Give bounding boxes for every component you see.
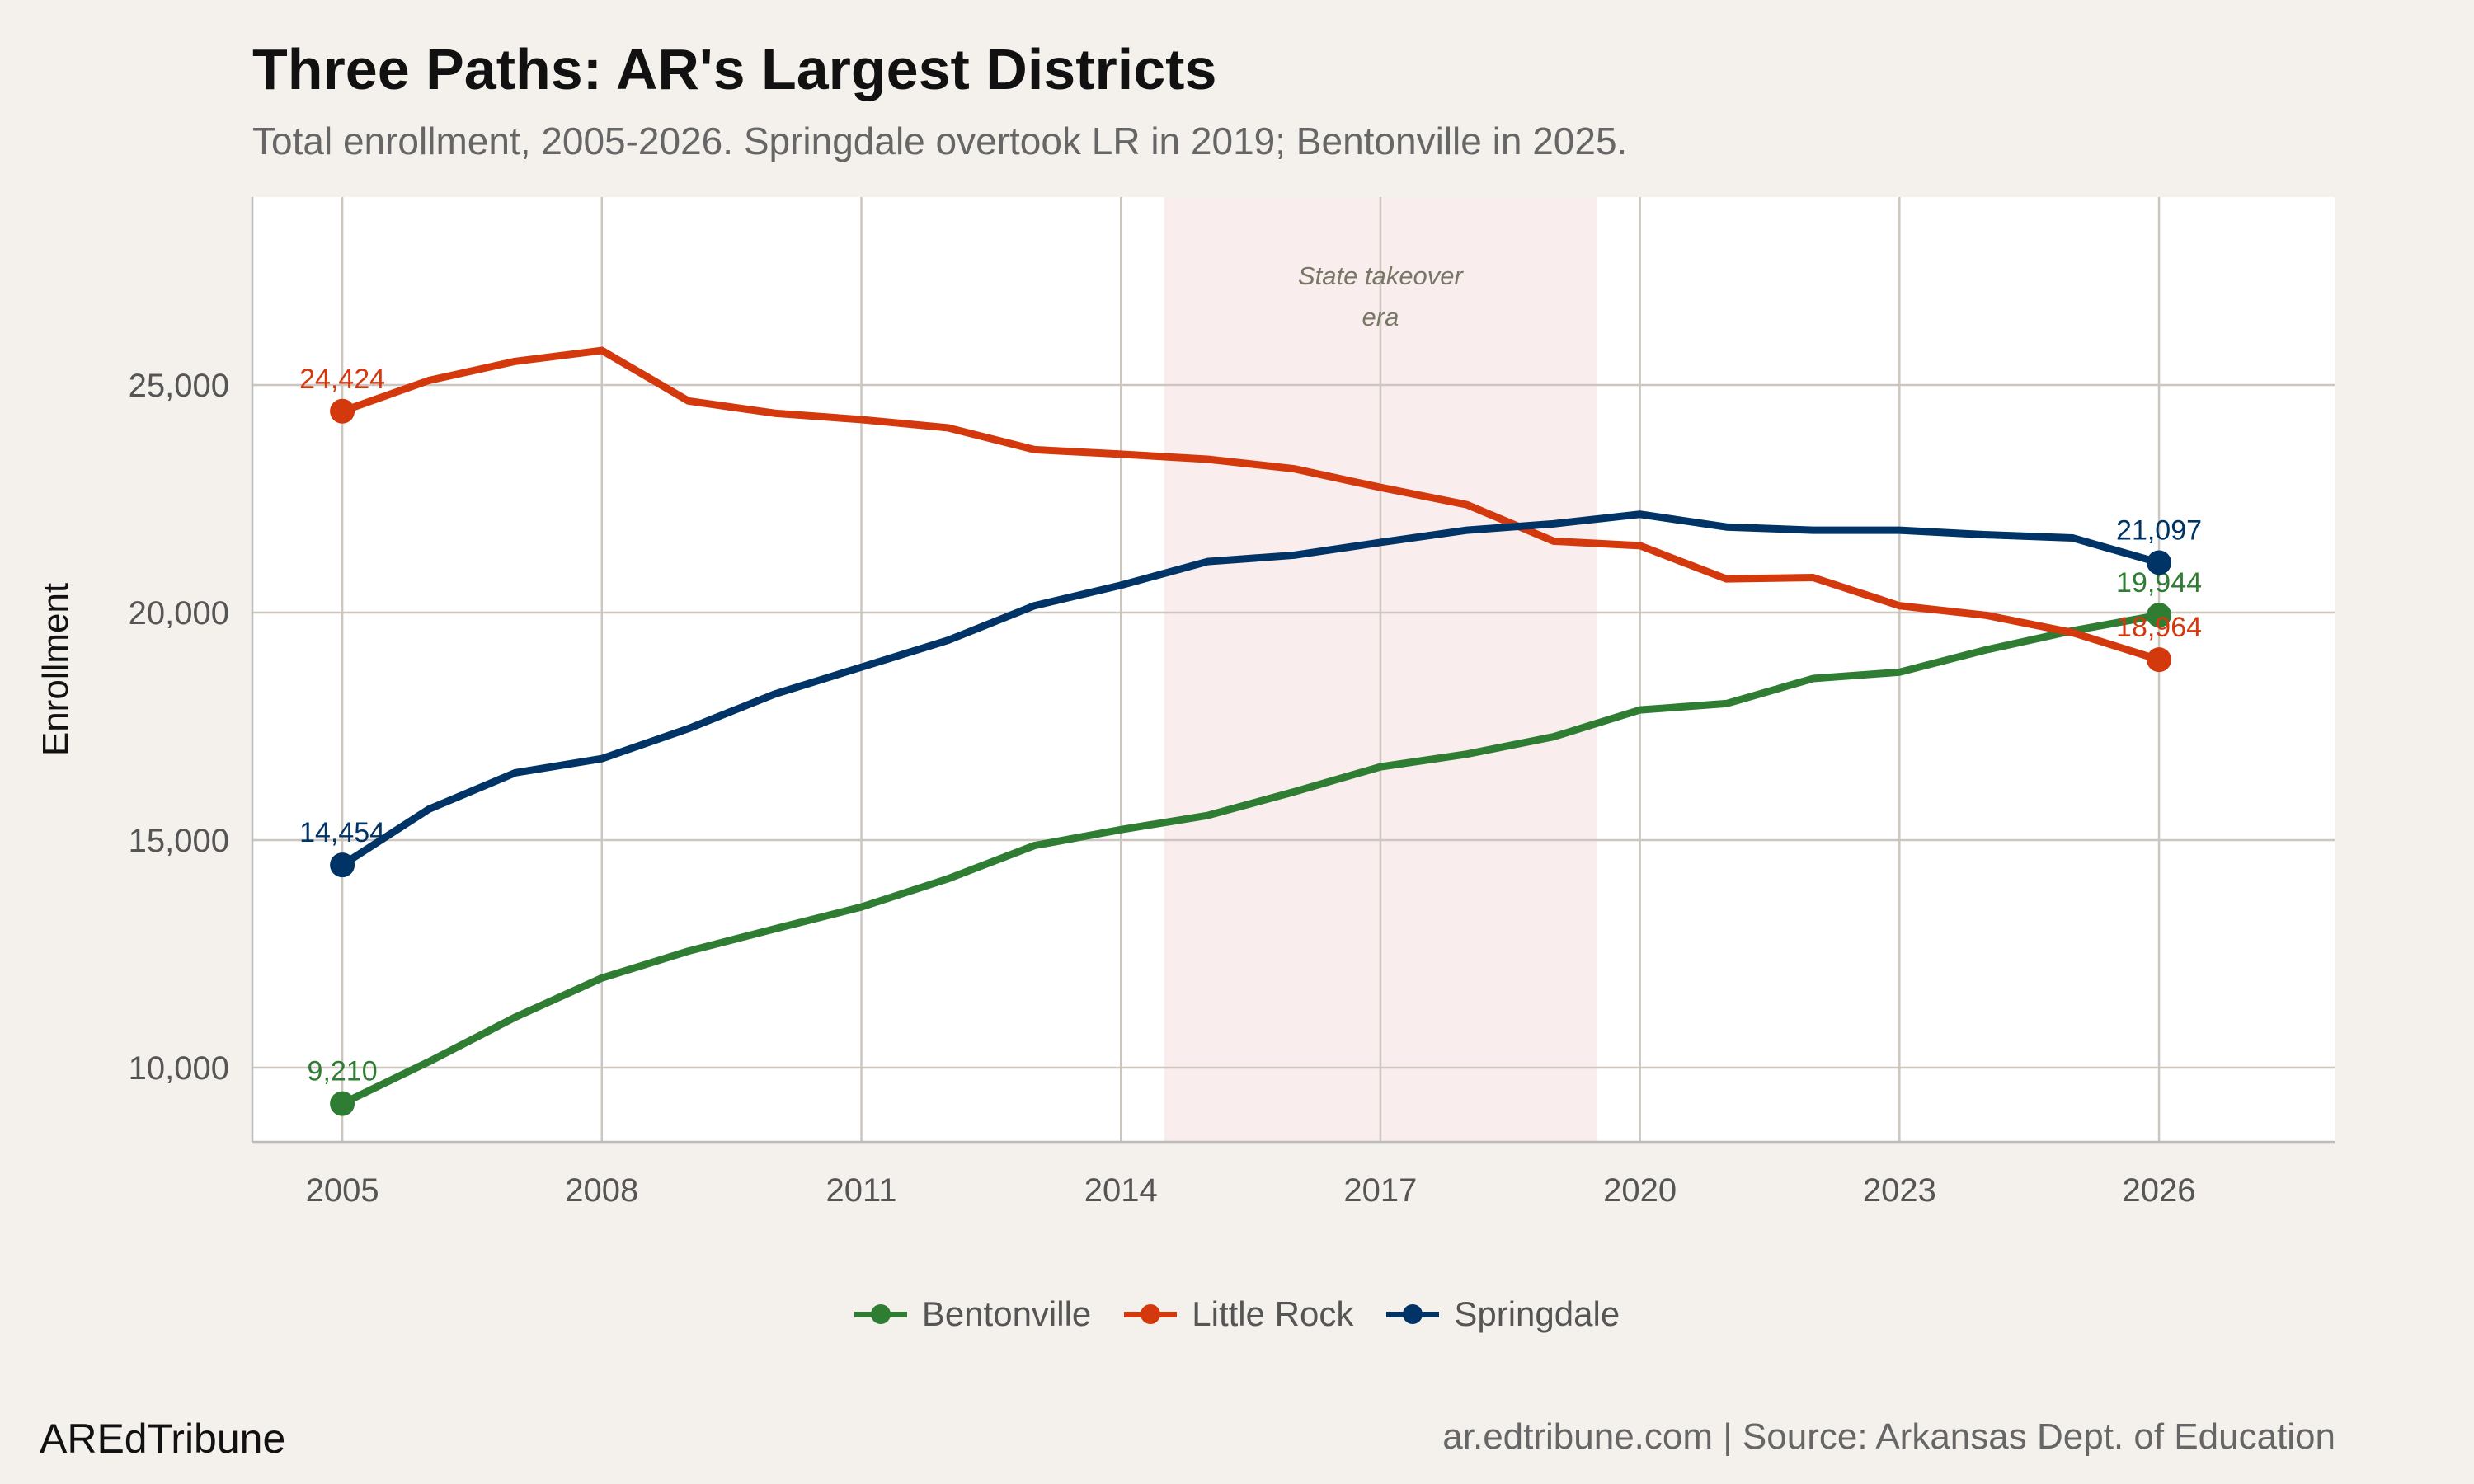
data-point-little-rock bbox=[2147, 647, 2172, 673]
source-caption: ar.edtribune.com | Source: Arkansas Dept… bbox=[1442, 1416, 2335, 1457]
x-tick-label: 2026 bbox=[2123, 1172, 2196, 1209]
x-tick-label: 2020 bbox=[1603, 1172, 1677, 1209]
data-point-springdale bbox=[330, 852, 355, 878]
data-label-springdale: 14,454 bbox=[299, 817, 385, 848]
series-line-bentonville bbox=[341, 611, 2160, 1107]
legend-item-springdale[interactable]: Springdale bbox=[1386, 1294, 1620, 1334]
legend-item-bentonville[interactable]: Bentonville bbox=[854, 1294, 1091, 1334]
x-tick-label: 2011 bbox=[826, 1172, 897, 1209]
data-label-little-rock: 24,424 bbox=[299, 364, 385, 395]
y-tick-label: 15,000 bbox=[129, 823, 229, 859]
x-tick-label: 2014 bbox=[1084, 1172, 1158, 1209]
data-point-little-rock bbox=[330, 398, 355, 424]
data-point-bentonville bbox=[2147, 603, 2172, 628]
x-tick-label: 2005 bbox=[306, 1172, 379, 1209]
legend: Bentonville Little Rock Springdale bbox=[0, 1294, 2474, 1334]
series-line-springdale bbox=[340, 510, 2161, 868]
y-tick-label: 25,000 bbox=[129, 368, 229, 404]
data-label-springdale: 21,097 bbox=[2116, 514, 2202, 546]
series-line-little-rock bbox=[341, 346, 2161, 664]
legend-key-springdale bbox=[1386, 1298, 1440, 1331]
y-axis-title: Enrollment bbox=[35, 583, 76, 756]
legend-label: Little Rock bbox=[1192, 1294, 1354, 1333]
legend-item-little-rock[interactable]: Little Rock bbox=[1124, 1294, 1353, 1334]
chart-title: Three Paths: AR's Largest Districts bbox=[252, 37, 1217, 101]
y-tick-label: 20,000 bbox=[129, 595, 229, 632]
chart-subtitle: Total enrollment, 2005-2026. Springdale … bbox=[252, 120, 1628, 162]
legend-label: Springdale bbox=[1454, 1294, 1620, 1333]
data-point-bentonville bbox=[330, 1091, 355, 1116]
data-label-little-rock: 18,964 bbox=[2116, 612, 2202, 643]
brand-logo-text: AREdTribune bbox=[40, 1416, 286, 1462]
data-label-bentonville: 9,210 bbox=[308, 1056, 378, 1087]
legend-label: Bentonville bbox=[921, 1294, 1092, 1333]
x-tick-label: 2017 bbox=[1343, 1172, 1417, 1209]
y-tick-label: 10,000 bbox=[129, 1050, 229, 1087]
x-tick-label: 2008 bbox=[565, 1172, 638, 1209]
legend-key-little-rock bbox=[1124, 1298, 1178, 1331]
legend-key-bentonville bbox=[854, 1298, 907, 1331]
x-tick-label: 2023 bbox=[1863, 1172, 1936, 1209]
annotation-text: era bbox=[1362, 303, 1399, 331]
annotation-text: State takeover bbox=[1298, 261, 1465, 290]
data-point-springdale bbox=[2147, 550, 2172, 575]
